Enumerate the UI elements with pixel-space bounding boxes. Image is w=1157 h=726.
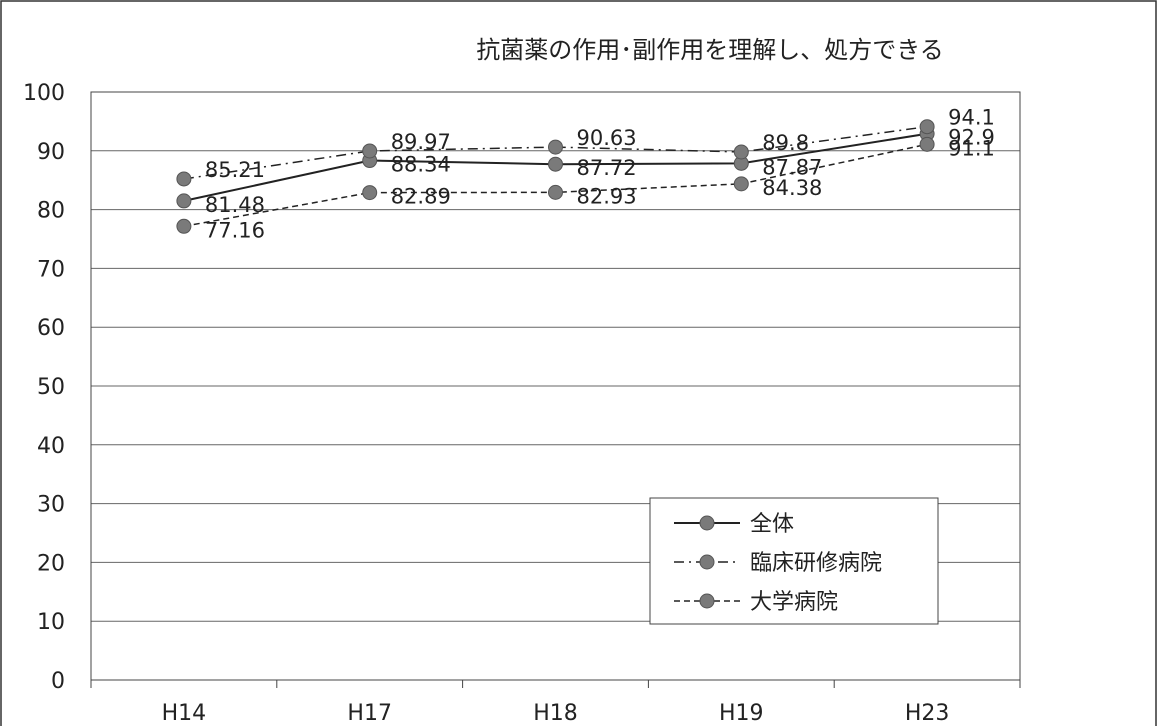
data-label-university-hospital: 82.89 (391, 185, 451, 209)
y-tick-label: 50 (37, 375, 65, 400)
data-label-overall: 88.34 (391, 153, 451, 177)
data-label-overall: 81.48 (205, 193, 265, 217)
data-label-overall: 87.72 (577, 156, 637, 180)
legend-marker-clinical-training-hospital (699, 554, 715, 570)
legend-box (649, 497, 939, 625)
y-tick-label: 0 (51, 669, 65, 694)
data-point-university-hospital (548, 184, 563, 200)
data-point-clinical-training-hospital (362, 143, 378, 159)
x-tick-label: H19 (719, 701, 764, 726)
data-label-clinical-training-hospital: 89.97 (391, 130, 451, 154)
legend-label-clinical-training-hospital: 臨床研修病院 (750, 551, 882, 576)
x-tick-label: H14 (162, 701, 207, 726)
y-tick-label: 100 (23, 81, 65, 106)
data-point-clinical-training-hospital (176, 171, 192, 187)
plot-area (90, 91, 1021, 681)
series-line-clinical-training-hospital (183, 125, 928, 180)
y-tick-label: 80 (37, 199, 65, 224)
x-tick-label: H23 (905, 701, 950, 726)
y-tick-label: 90 (37, 140, 65, 165)
data-label-university-hospital: 84.38 (762, 176, 822, 200)
data-label-layer: 81.48 88.34 87.72 87.87 92.9 85.21 89.97 90.63 8… (205, 106, 995, 243)
data-point-university-hospital (176, 218, 192, 234)
y-tick-label: 10 (37, 610, 65, 635)
legend-marker-university-hospital (699, 593, 715, 609)
x-tick-label: H17 (347, 701, 392, 726)
legend-label-overall: 全体 (750, 512, 794, 537)
legend-marker-overall (699, 515, 715, 531)
y-tick-label: 70 (37, 257, 65, 282)
data-label-clinical-training-hospital: 94.1 (948, 106, 995, 130)
data-label-clinical-training-hospital: 90.63 (577, 126, 637, 150)
data-label-overall: 92.9 (948, 126, 995, 150)
y-tick-label: 60 (37, 316, 65, 341)
data-label-university-hospital: 77.16 (205, 218, 265, 242)
data-label-university-hospital: 82.93 (577, 184, 637, 208)
data-label-overall: 87.87 (762, 155, 822, 179)
data-point-university-hospital (919, 136, 935, 152)
data-point-overall (548, 156, 563, 172)
data-label-university-hospital: 91.1 (948, 136, 995, 160)
data-point-university-hospital (733, 176, 749, 192)
legend-label-university-hospital: 大学病院 (750, 590, 838, 615)
y-tick-label: 20 (37, 551, 65, 576)
data-point-overall (176, 193, 192, 209)
axis-layer: 0 10 20 30 40 50 60 70 80 90 100 H14 H17 H18 H19 H23 (23, 81, 1021, 726)
x-tick-label: H18 (533, 701, 578, 726)
chart-title: 抗菌薬の作用･副作用を理解し、処方できる (476, 36, 944, 64)
data-point-university-hospital (362, 185, 378, 201)
data-label-clinical-training-hospital: 85.21 (205, 158, 265, 182)
y-tick-label: 30 (37, 493, 65, 518)
y-tick-label: 40 (37, 434, 65, 459)
data-point-clinical-training-hospital (548, 139, 563, 155)
series-layer (176, 119, 935, 234)
data-point-clinical-training-hospital (919, 119, 935, 135)
data-point-clinical-training-hospital (733, 144, 749, 160)
data-label-clinical-training-hospital: 89.8 (762, 131, 809, 155)
